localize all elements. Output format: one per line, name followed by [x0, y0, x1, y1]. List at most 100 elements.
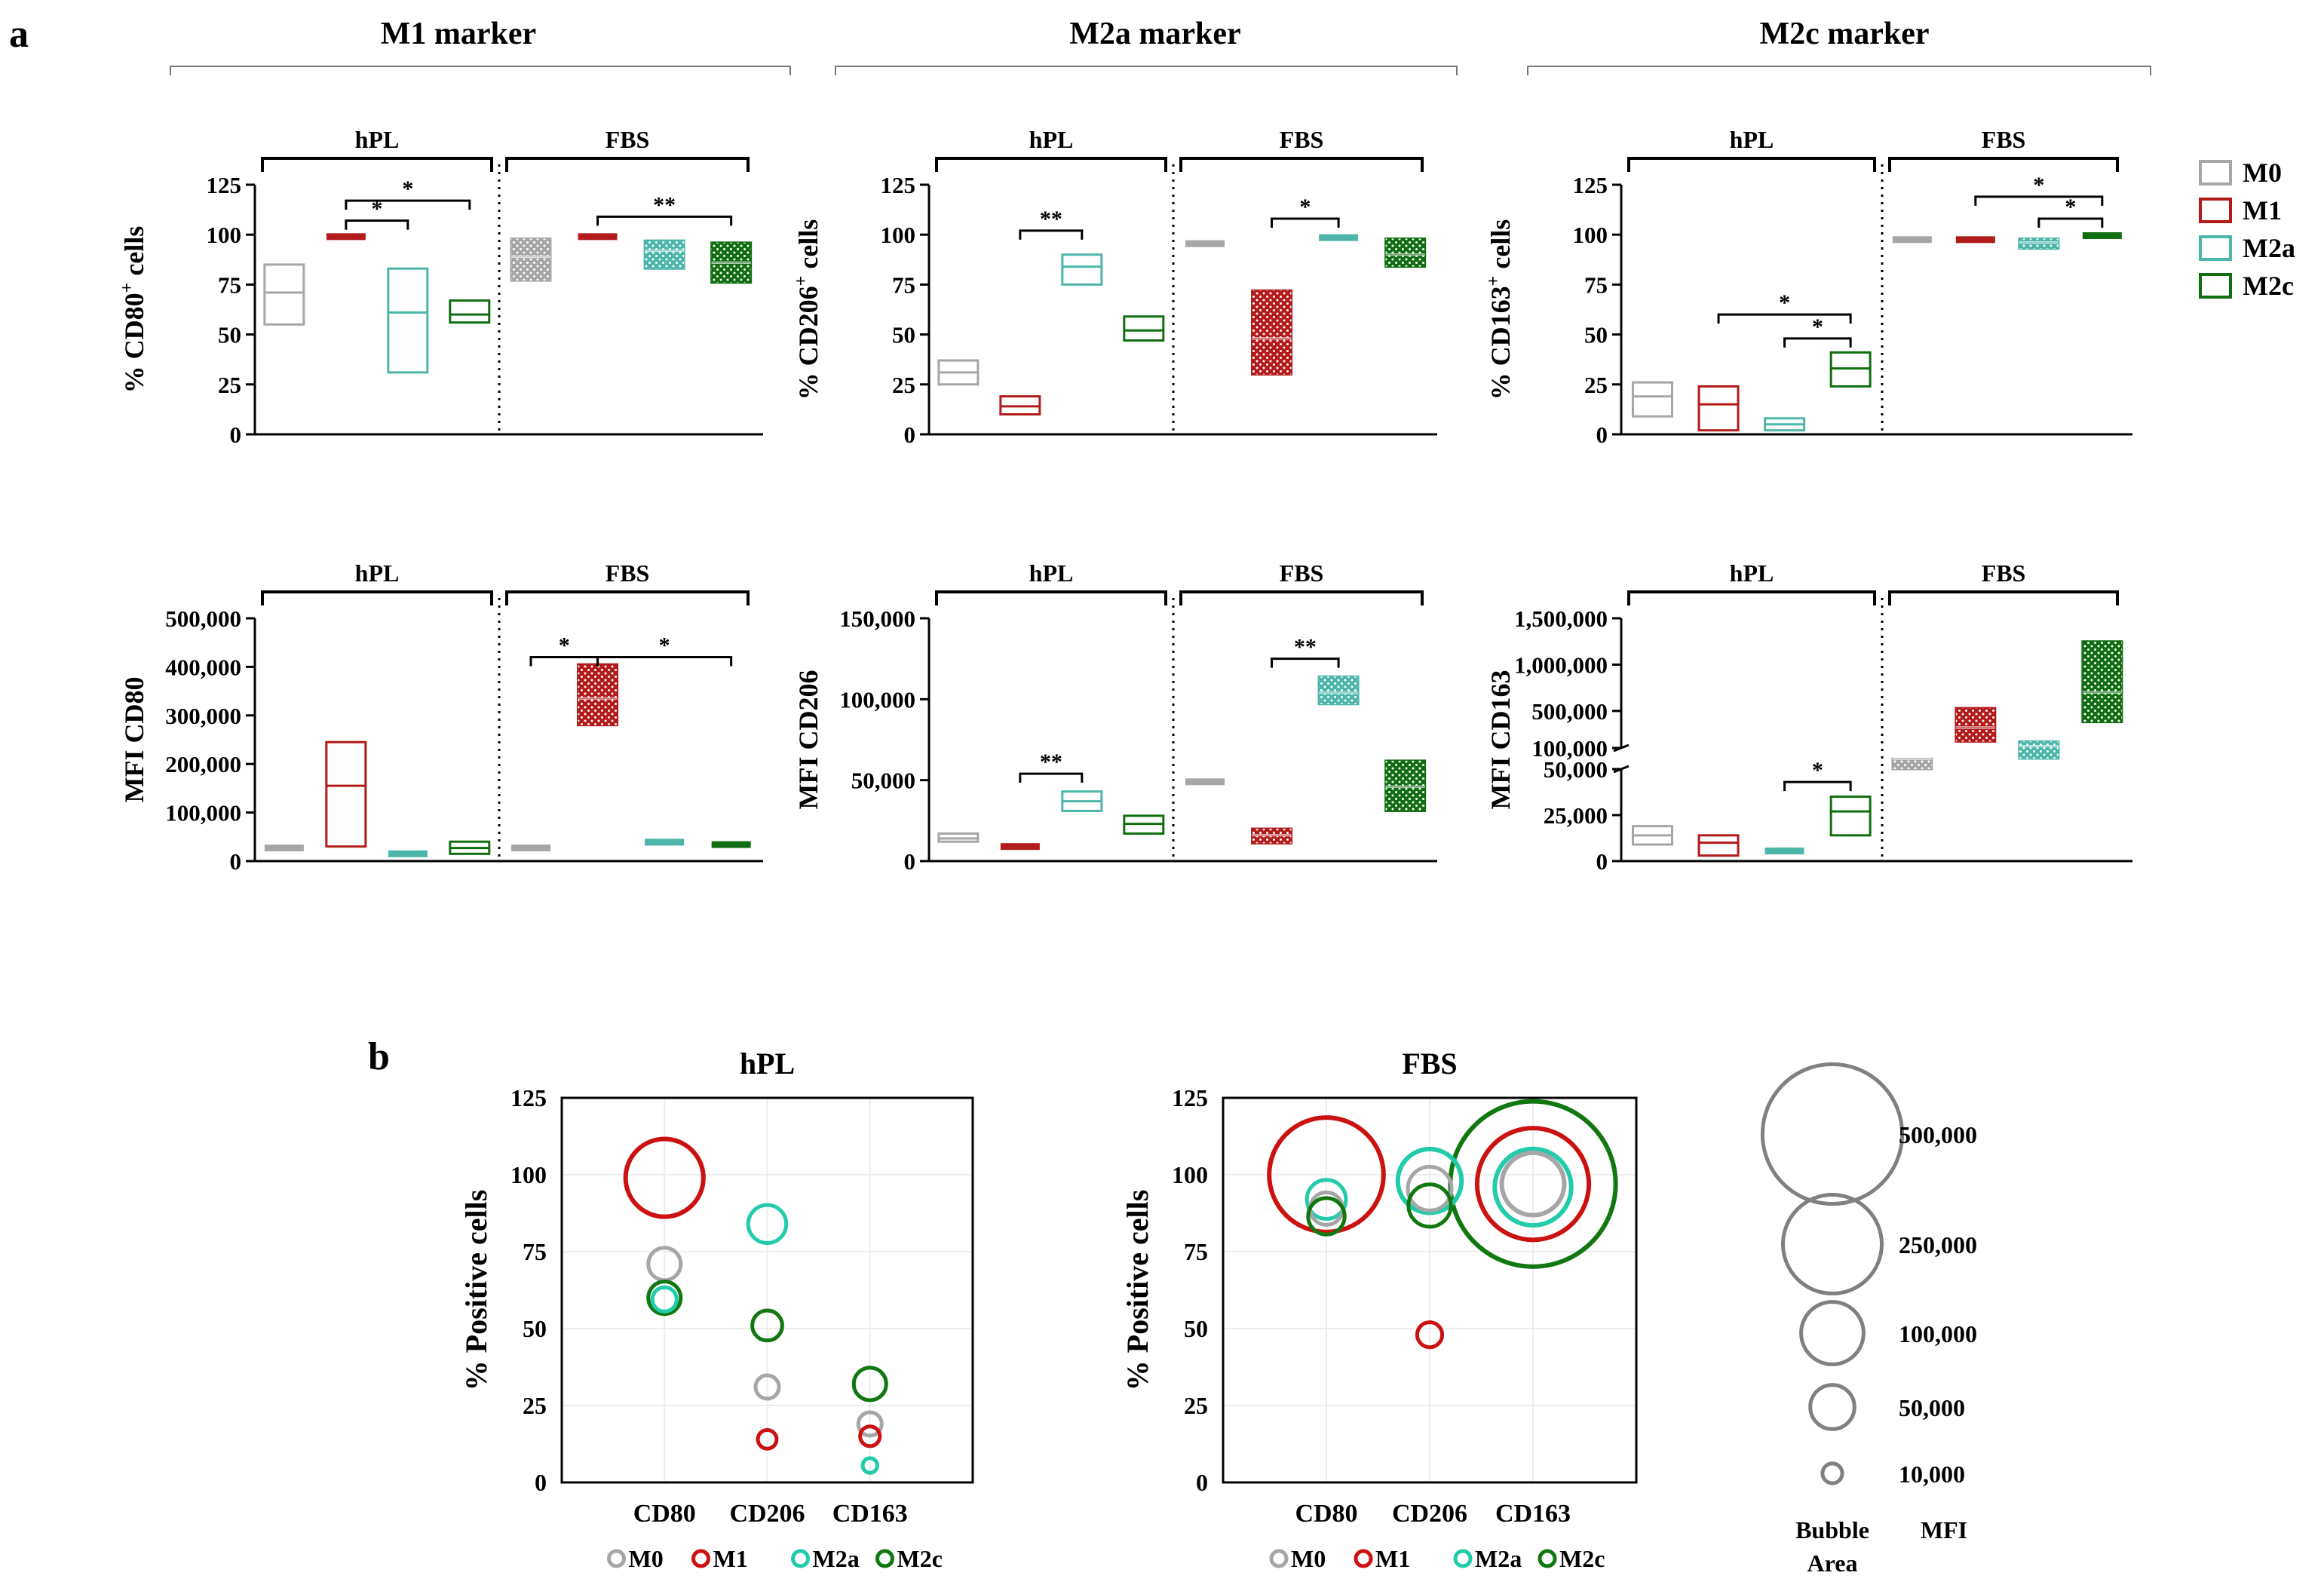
x-tick-label-cd206: CD206: [1392, 1500, 1467, 1528]
box-hpl-m0: [263, 263, 305, 326]
y-tick-label: 0: [1196, 1469, 1208, 1496]
bubble-legend-marker-m2a: [1453, 1549, 1473, 1568]
condition-bracket-fbs: [1179, 157, 1424, 172]
significance-label: *: [659, 633, 670, 658]
box-fbs-m1: [1955, 236, 1995, 244]
significance-bracket: [1271, 217, 1340, 228]
y-tick-label: 0: [230, 421, 242, 448]
size-legend-circle-2: [1781, 1193, 1884, 1295]
box-fbs-m2a: [645, 838, 685, 846]
size-legend-value-2: 250,000: [1899, 1231, 1977, 1258]
y-tick-label: 125: [1172, 1084, 1208, 1111]
significance-label: *: [1299, 195, 1311, 219]
size-legend-footer-area: Area: [1807, 1550, 1858, 1577]
size-legend-value-5: 10,000: [1899, 1461, 1965, 1488]
significance-label: **: [653, 192, 676, 217]
box-hpl-m2c: [449, 299, 491, 324]
box-fbs-m2a-texture: [1319, 676, 1359, 704]
size-legend-circle-3: [1799, 1300, 1866, 1366]
bubble-size-legend: 500,000 250,000 100,000 50,000 10,000 Bubble A…: [1760, 1062, 1977, 1577]
y-tick-label: 75: [1184, 1238, 1208, 1265]
significance-label: *: [402, 176, 413, 201]
marker-bracket-m2a: [835, 66, 1458, 75]
y-tick-label: 0: [230, 848, 242, 875]
significance-bracket: [596, 215, 733, 226]
legend-swatch-m2a: [2199, 235, 2232, 261]
y-tick-label: 25,000: [1544, 802, 1608, 829]
y-axis-label-superscript: +: [118, 283, 137, 293]
legend-label-m2a: M2a: [2243, 233, 2295, 263]
condition-label-fbs: FBS: [1982, 559, 2026, 587]
legend-swatch-m0: [2199, 160, 2232, 185]
bubble-cd206-m2c: [1406, 1182, 1453, 1229]
box-hpl-m1: [1697, 834, 1740, 857]
box-fbs-m0-texture: [511, 238, 550, 281]
significance-bracket: [2037, 217, 2104, 228]
y-tick-label: 0: [904, 848, 916, 875]
y-tick-label: 100: [1172, 1161, 1208, 1188]
condition-bracket-hpl: [1627, 157, 1876, 172]
bubble-legend-label-m1: M1: [1375, 1545, 1410, 1572]
y-tick-label: 300,000: [165, 703, 241, 729]
y-tick-label: 100: [510, 1161, 547, 1188]
box-fbs-m0: [1185, 240, 1225, 247]
significance-label: *: [371, 197, 382, 222]
bubble-cd163-m2a: [860, 1456, 879, 1475]
box-fbs-m0: [1892, 236, 1932, 244]
bubble-cd206-m1: [1415, 1320, 1445, 1350]
bubble-cd163-m1: [858, 1424, 882, 1448]
y-tick-label: 25: [1584, 372, 1608, 398]
box-hpl-m2a: [387, 267, 429, 374]
legend-label-m1: M1: [2243, 195, 2282, 225]
significance-label: *: [2033, 173, 2044, 198]
bubble-cd163-m0: [1499, 1150, 1567, 1218]
box-fbs-m1-texture: [1252, 290, 1292, 375]
condition-bracket-hpl: [1627, 590, 1876, 605]
bubble-legend-label-m2a: M2a: [1475, 1545, 1522, 1572]
x-tick-label-cd80: CD80: [633, 1500, 696, 1528]
significance-bracket: [345, 199, 471, 210]
condition-bracket-hpl: [935, 157, 1167, 172]
bubble-legend-marker-m2c: [1538, 1549, 1557, 1568]
box-fbs-m1-texture: [1955, 708, 1995, 742]
y-axis-label: % Positive cells: [1121, 1190, 1154, 1391]
bubble-cd80-m1: [623, 1136, 706, 1219]
box-hpl-m1: [1000, 843, 1040, 851]
bubble-cd80-m2a: [650, 1285, 679, 1314]
y-tick-label: 75: [218, 271, 241, 298]
significance-bracket: [1974, 195, 2104, 206]
y-tick-label: 125: [881, 172, 916, 198]
x-tick-label-cd206: CD206: [729, 1500, 805, 1528]
bubble-cd206-m2c: [750, 1308, 784, 1343]
box-fbs-m2a: [1319, 234, 1359, 241]
significance-label: **: [1294, 635, 1317, 660]
marker-title-m2a: M2a marker: [1069, 17, 1240, 51]
bubble-plot-hpl: 0 25 50 75 100 125 CD80 CD206 CD163 hPL % Positive…: [459, 1047, 974, 1572]
box-fbs-m0: [511, 845, 550, 852]
box-hpl-m2a: [1764, 848, 1804, 855]
y-tick-label: 1,000,000: [1514, 651, 1608, 678]
bubble-legend-marker-m2c: [875, 1549, 894, 1568]
y-tick-label: 50: [1184, 1315, 1208, 1342]
bubble-legend-marker-m0: [1269, 1549, 1289, 1568]
y-tick-label: 125: [207, 172, 242, 198]
box-hpl-m2c: [1829, 795, 1872, 837]
condition-bracket-fbs: [505, 157, 750, 172]
marker-bracket-m2c: [1527, 66, 2151, 75]
box-plot-cd80-mfi: 0 100,000 200,000 300,000 400,000 500,000 hPL F…: [119, 559, 763, 875]
y-axis-label: % Positive cells: [459, 1190, 493, 1391]
significance-label: **: [1040, 749, 1062, 774]
plot-frame: [1222, 1096, 1638, 1484]
y-tick-label: 100,000: [1531, 735, 1608, 762]
bubble-cd163-m2a: [1492, 1146, 1574, 1228]
significance-label: *: [1779, 290, 1790, 315]
bubble-cd206-m1: [756, 1427, 779, 1451]
box-plot-cd163-percent: 0 25 50 75 100 125 hPL FBS % CD163+ cells * * * *: [1484, 126, 2132, 448]
condition-label-fbs: FBS: [1280, 126, 1324, 153]
box-hpl-m2a: [388, 850, 428, 857]
significance-bracket: [596, 656, 733, 667]
y-tick-label: 75: [523, 1238, 547, 1265]
box-hpl-m2a: [1061, 253, 1103, 286]
